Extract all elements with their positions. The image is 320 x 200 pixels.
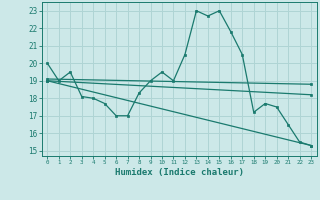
X-axis label: Humidex (Indice chaleur): Humidex (Indice chaleur) (115, 168, 244, 177)
